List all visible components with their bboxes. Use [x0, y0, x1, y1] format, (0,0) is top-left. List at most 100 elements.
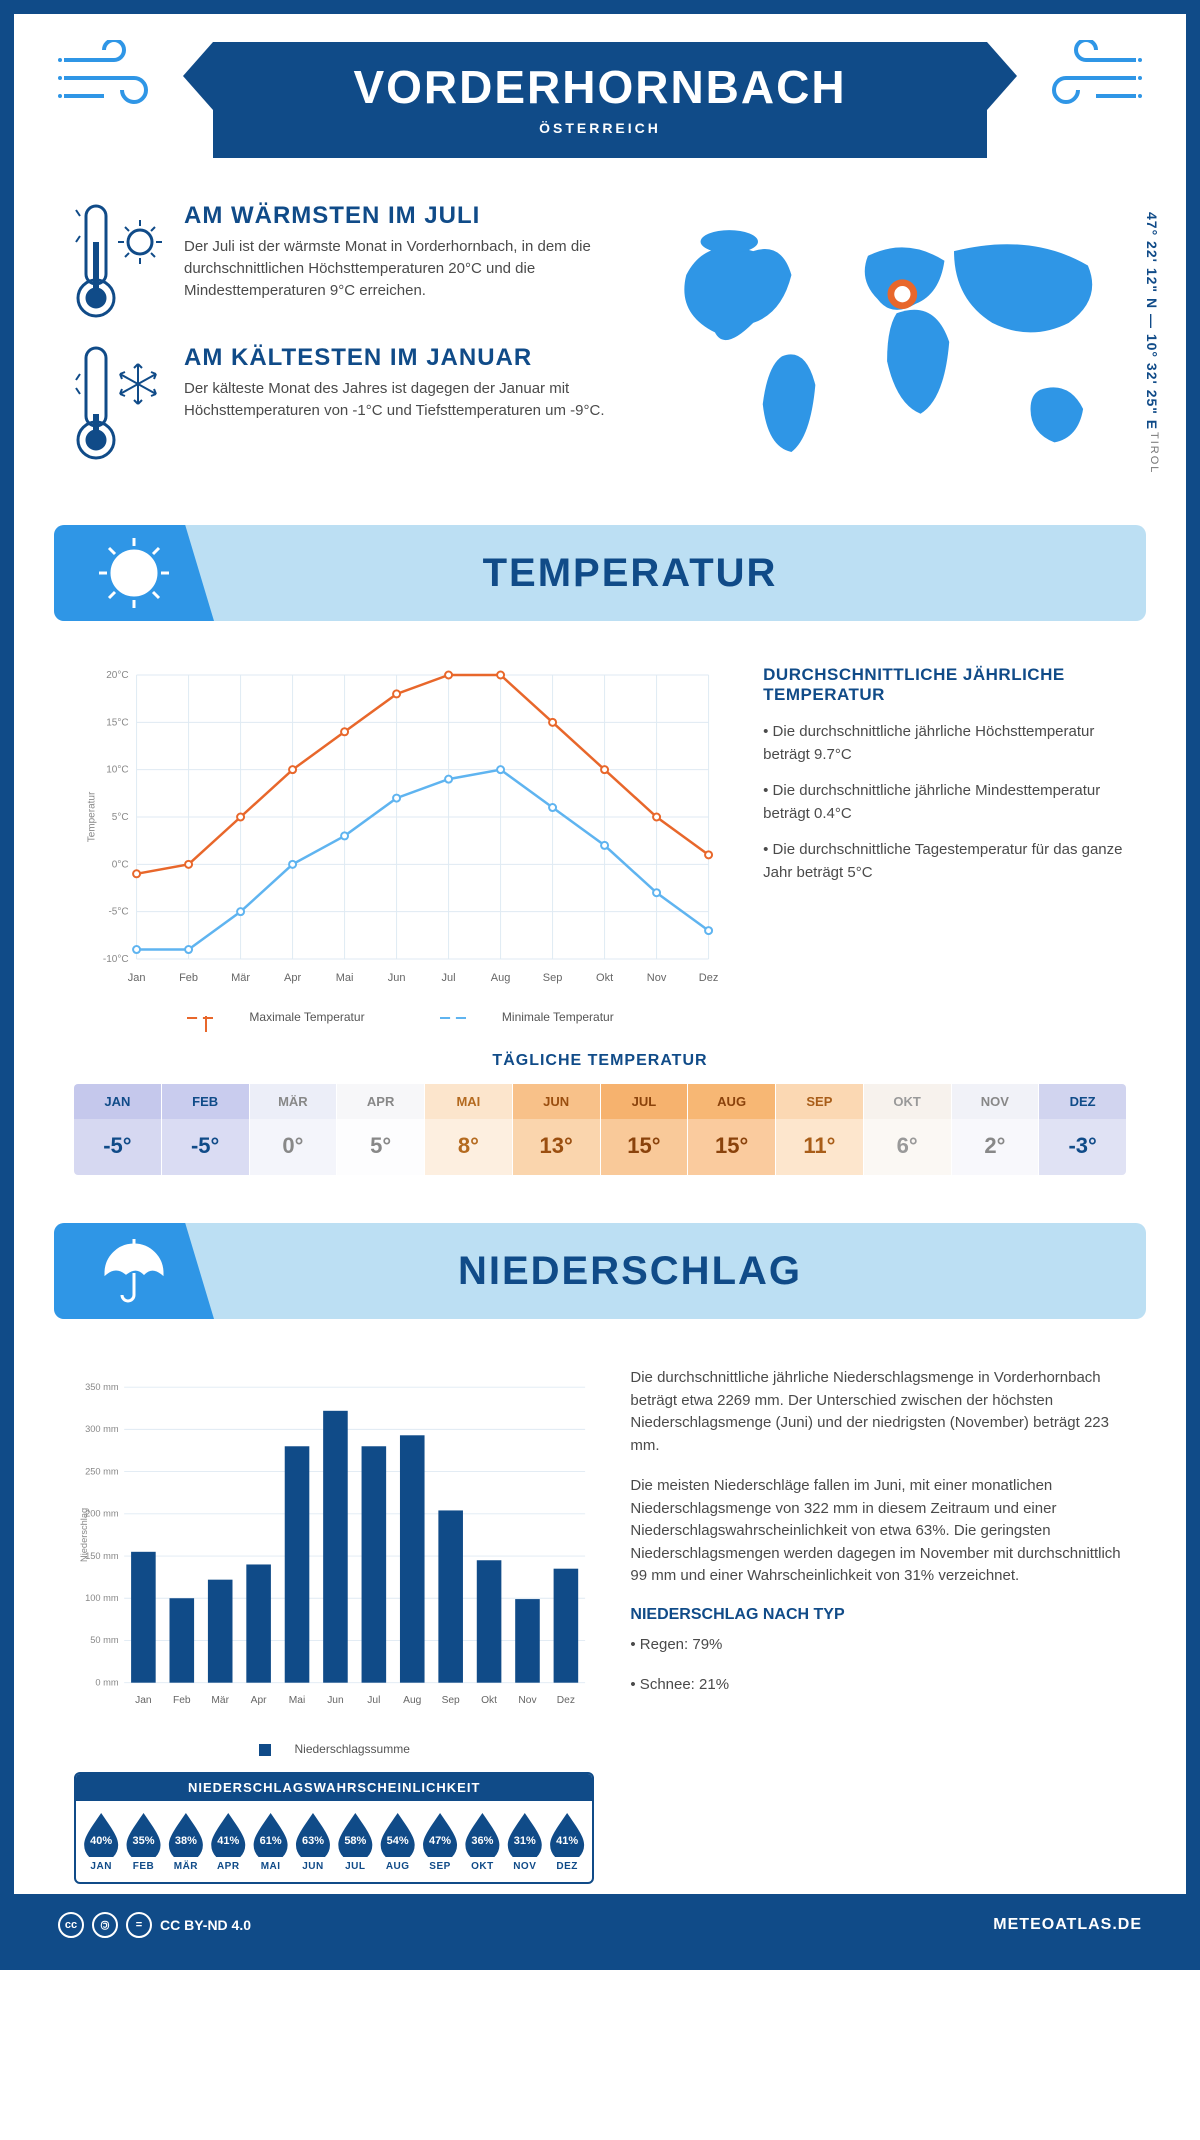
- daily-temp-cell: NOV2°: [952, 1084, 1040, 1175]
- temperature-line-chart: Temperatur-10°C-5°C0°C5°C10°C15°C20°CJan…: [74, 665, 727, 1024]
- precip-legend: Niederschlagssumme: [295, 1742, 410, 1756]
- svg-text:20°C: 20°C: [106, 670, 128, 681]
- svg-text:Mai: Mai: [336, 972, 354, 984]
- svg-text:Jul: Jul: [367, 1695, 380, 1706]
- thermometer-hot-icon: [74, 202, 166, 322]
- raindrop-icon: 41%: [209, 1811, 247, 1857]
- precip-prob-item: 38%MÄR: [165, 1811, 207, 1872]
- thermometer-cold-icon: [74, 344, 166, 464]
- precip-p2: Die meisten Niederschläge fallen im Juni…: [630, 1475, 1126, 1588]
- daily-temp-cell: MÄR0°: [250, 1084, 338, 1175]
- precip-prob-item: 54%AUG: [377, 1811, 419, 1872]
- raindrop-icon: 41%: [548, 1811, 586, 1857]
- map-marker-icon: [891, 283, 914, 306]
- svg-text:200 mm: 200 mm: [85, 1509, 119, 1519]
- temp-info-p3: • Die durchschnittliche Tagestemperatur …: [763, 839, 1126, 884]
- precip-prob-item: 35%FEB: [122, 1811, 164, 1872]
- svg-text:250 mm: 250 mm: [85, 1466, 119, 1476]
- svg-text:Mär: Mär: [211, 1695, 229, 1706]
- svg-text:Mai: Mai: [289, 1695, 305, 1706]
- svg-text:Aug: Aug: [403, 1695, 421, 1706]
- svg-text:Sep: Sep: [442, 1695, 460, 1706]
- svg-text:Okt: Okt: [596, 972, 613, 984]
- raindrop-icon: 35%: [125, 1811, 163, 1857]
- temperature-section-header: TEMPERATUR: [54, 525, 1146, 621]
- footer: cc 🄯 = CC BY-ND 4.0 METEOATLAS.DE: [14, 1894, 1186, 1956]
- region-label: TIROL: [1148, 432, 1160, 474]
- precip-type-heading: NIEDERSCHLAG NACH TYP: [630, 1606, 1126, 1624]
- precip-prob-item: 47%SEP: [419, 1811, 461, 1872]
- precipitation-section-header: NIEDERSCHLAG: [54, 1223, 1146, 1319]
- svg-text:15°C: 15°C: [106, 717, 128, 728]
- svg-text:Apr: Apr: [251, 1695, 267, 1706]
- svg-text:Dez: Dez: [699, 972, 719, 984]
- svg-text:Dez: Dez: [557, 1695, 575, 1706]
- cc-icon: cc: [58, 1912, 84, 1938]
- daily-temp-cell: JUL15°: [601, 1084, 689, 1175]
- svg-text:Sep: Sep: [543, 972, 563, 984]
- svg-text:5°C: 5°C: [112, 812, 129, 823]
- svg-text:50 mm: 50 mm: [90, 1635, 119, 1645]
- raindrop-icon: 58%: [336, 1811, 374, 1857]
- world-map: 47° 22' 12" N — 10° 32' 25" E TIROL: [648, 202, 1126, 487]
- raindrop-icon: 63%: [294, 1811, 332, 1857]
- svg-text:Jan: Jan: [128, 972, 146, 984]
- svg-text:Mär: Mär: [231, 972, 250, 984]
- legend-min: Minimale Temperatur: [502, 1010, 614, 1024]
- raindrop-icon: 31%: [506, 1811, 544, 1857]
- precip-probability-box: NIEDERSCHLAGSWAHRSCHEINLICHKEIT 40%JAN35…: [74, 1772, 594, 1884]
- raindrop-icon: 38%: [167, 1811, 205, 1857]
- by-icon: 🄯: [92, 1912, 118, 1938]
- svg-text:Jan: Jan: [135, 1695, 152, 1706]
- daily-temp-cell: OKT6°: [864, 1084, 952, 1175]
- precip-type2: • Schnee: 21%: [630, 1674, 1126, 1697]
- coordinates: 47° 22' 12" N — 10° 32' 25" E: [1144, 212, 1160, 430]
- precip-prob-item: 58%JUL: [334, 1811, 376, 1872]
- raindrop-icon: 54%: [379, 1811, 417, 1857]
- svg-text:Apr: Apr: [284, 972, 301, 984]
- temp-info-p2: • Die durchschnittliche jährliche Mindes…: [763, 780, 1126, 825]
- svg-text:-5°C: -5°C: [108, 907, 128, 918]
- precip-prob-item: 41%APR: [207, 1811, 249, 1872]
- svg-text:Feb: Feb: [173, 1695, 191, 1706]
- svg-text:Jun: Jun: [388, 972, 406, 984]
- raindrop-icon: 36%: [463, 1811, 501, 1857]
- precipitation-bar-chart: Niederschlag0 mm50 mm100 mm150 mm200 mm2…: [74, 1367, 594, 1727]
- svg-text:Okt: Okt: [481, 1695, 497, 1706]
- warmest-callout: AM WÄRMSTEN IM JULI Der Juli ist der wär…: [74, 202, 624, 322]
- daily-temp-cell: FEB-5°: [162, 1084, 250, 1175]
- precip-prob-item: 36%OKT: [461, 1811, 503, 1872]
- precipitation-heading: NIEDERSCHLAG: [214, 1249, 1146, 1294]
- precip-prob-heading: NIEDERSCHLAGSWAHRSCHEINLICHKEIT: [76, 1774, 592, 1801]
- wind-icon: [54, 40, 174, 110]
- svg-text:300 mm: 300 mm: [85, 1424, 119, 1434]
- svg-text:100 mm: 100 mm: [85, 1593, 119, 1603]
- precip-prob-item: 41%DEZ: [546, 1811, 588, 1872]
- svg-text:10°C: 10°C: [106, 765, 128, 776]
- nd-icon: =: [126, 1912, 152, 1938]
- raindrop-icon: 47%: [421, 1811, 459, 1857]
- coldest-title: AM KÄLTESTEN IM JANUAR: [184, 344, 624, 372]
- daily-temp-cell: APR5°: [337, 1084, 425, 1175]
- precip-prob-item: 63%JUN: [292, 1811, 334, 1872]
- precip-prob-item: 61%MAI: [249, 1811, 291, 1872]
- svg-text:0 mm: 0 mm: [95, 1677, 118, 1687]
- svg-text:Nov: Nov: [647, 972, 667, 984]
- page-title: VORDERHORNBACH: [353, 60, 846, 114]
- daily-temp-cell: JUN13°: [513, 1084, 601, 1175]
- svg-text:0°C: 0°C: [112, 859, 129, 870]
- page-subtitle: ÖSTERREICH: [353, 120, 846, 136]
- temp-info-p1: • Die durchschnittliche jährliche Höchst…: [763, 721, 1126, 766]
- precip-prob-item: 31%NOV: [504, 1811, 546, 1872]
- warmest-body: Der Juli ist der wärmste Monat in Vorder…: [184, 236, 624, 301]
- daily-temp-heading: TÄGLICHE TEMPERATUR: [74, 1052, 1126, 1070]
- daily-temp-cell: DEZ-3°: [1039, 1084, 1126, 1175]
- precip-p1: Die durchschnittliche jährliche Niedersc…: [630, 1367, 1126, 1457]
- precip-type1: • Regen: 79%: [630, 1634, 1126, 1657]
- svg-text:350 mm: 350 mm: [85, 1382, 119, 1392]
- temperature-heading: TEMPERATUR: [214, 551, 1146, 596]
- coldest-callout: AM KÄLTESTEN IM JANUAR Der kälteste Mona…: [74, 344, 624, 464]
- coldest-body: Der kälteste Monat des Jahres ist dagege…: [184, 378, 624, 422]
- warmest-title: AM WÄRMSTEN IM JULI: [184, 202, 624, 230]
- license-text: CC BY-ND 4.0: [160, 1917, 251, 1933]
